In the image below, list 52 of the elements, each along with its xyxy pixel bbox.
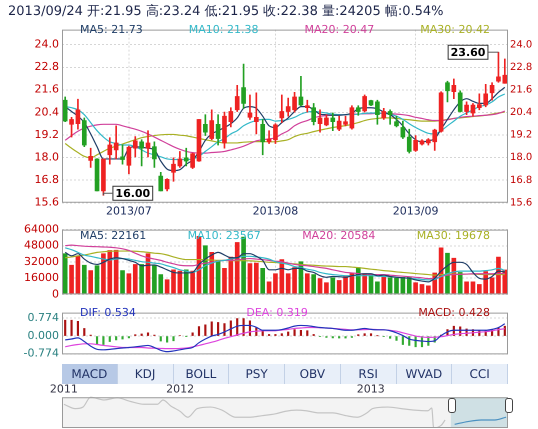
text: MA20: 20.47 xyxy=(304,23,376,36)
y-tick-label: 18.0 xyxy=(34,150,59,164)
y2-tick-label: 22.8 xyxy=(510,62,532,73)
x-tick-label: 2013 xyxy=(356,382,385,396)
y-tick-label: 16000 xyxy=(24,271,59,284)
text: MA10: 21.38 xyxy=(188,23,260,36)
text: BOLL xyxy=(174,364,230,384)
x-tick-label: 2011 xyxy=(50,382,78,396)
y-tick-label: 32000 xyxy=(24,254,59,268)
x-tick-label: 2013/07 xyxy=(106,204,152,218)
text: MACD xyxy=(62,364,118,384)
y2-tick-label: 20.4 xyxy=(510,107,532,118)
y-tick-label: 64000 xyxy=(24,222,59,236)
y-tick-label: 24.0 xyxy=(34,38,59,51)
x-tick-label: 2013/08 xyxy=(252,204,298,218)
y-tick-label: 20.4 xyxy=(34,105,59,118)
text: MA20: 20584 xyxy=(301,229,376,242)
y-tick-label: 19.2 xyxy=(34,128,59,141)
y2-tick-label: 18.0 xyxy=(510,152,532,164)
annotation: 23.60 xyxy=(450,46,486,60)
y2-tick-label: 19.2 xyxy=(510,130,532,141)
series-label: MA5: 22161 xyxy=(79,229,148,242)
text: KDJ xyxy=(118,364,174,384)
y-tick-label: -0.774 xyxy=(24,346,59,360)
y-tick-label: 15.6 xyxy=(34,196,59,209)
x-tick-label: 2012 xyxy=(166,382,194,396)
series-label: DEA: 0.319 xyxy=(245,306,309,319)
y-tick-label: 16.8 xyxy=(34,173,59,186)
text: OBV xyxy=(285,364,341,384)
y2-tick-label: 16.8 xyxy=(510,174,532,186)
y2-tick-label: 21.6 xyxy=(510,84,532,96)
text: MA30: 20.42 xyxy=(419,23,491,36)
y2-tick-label: 15.6 xyxy=(510,197,532,208)
text: MA30: 19678 xyxy=(416,229,491,242)
y-tick-label: 0 xyxy=(52,287,59,300)
y2-tick-label: 24.0 xyxy=(510,39,532,50)
y-tick-label: 0.000 xyxy=(28,328,59,342)
text: CCI xyxy=(452,364,508,384)
text: PSY xyxy=(229,364,285,384)
series-label: MACD: 0.428 xyxy=(417,306,491,319)
text: MA5: 21.73 xyxy=(79,23,144,36)
text: WVAD xyxy=(396,364,452,384)
x-tick-label: 2013/09 xyxy=(392,204,438,218)
chart-title: 2013/09/24 开:21.95 高:23.24 低:21.95 收:22.38 量:24205 幅:0.54% xyxy=(8,3,444,20)
y-tick-label: 0.774 xyxy=(28,311,59,324)
y-tick-label: 48000 xyxy=(24,238,59,252)
y-tick-label: 22.8 xyxy=(34,60,59,74)
series-label: MA10: 23567 xyxy=(186,229,262,242)
y-tick-label: 21.6 xyxy=(34,82,59,96)
text: RSI xyxy=(340,364,396,384)
series-label: DIF: 0.534 xyxy=(79,306,137,319)
annotation: 16.00 xyxy=(115,187,151,200)
